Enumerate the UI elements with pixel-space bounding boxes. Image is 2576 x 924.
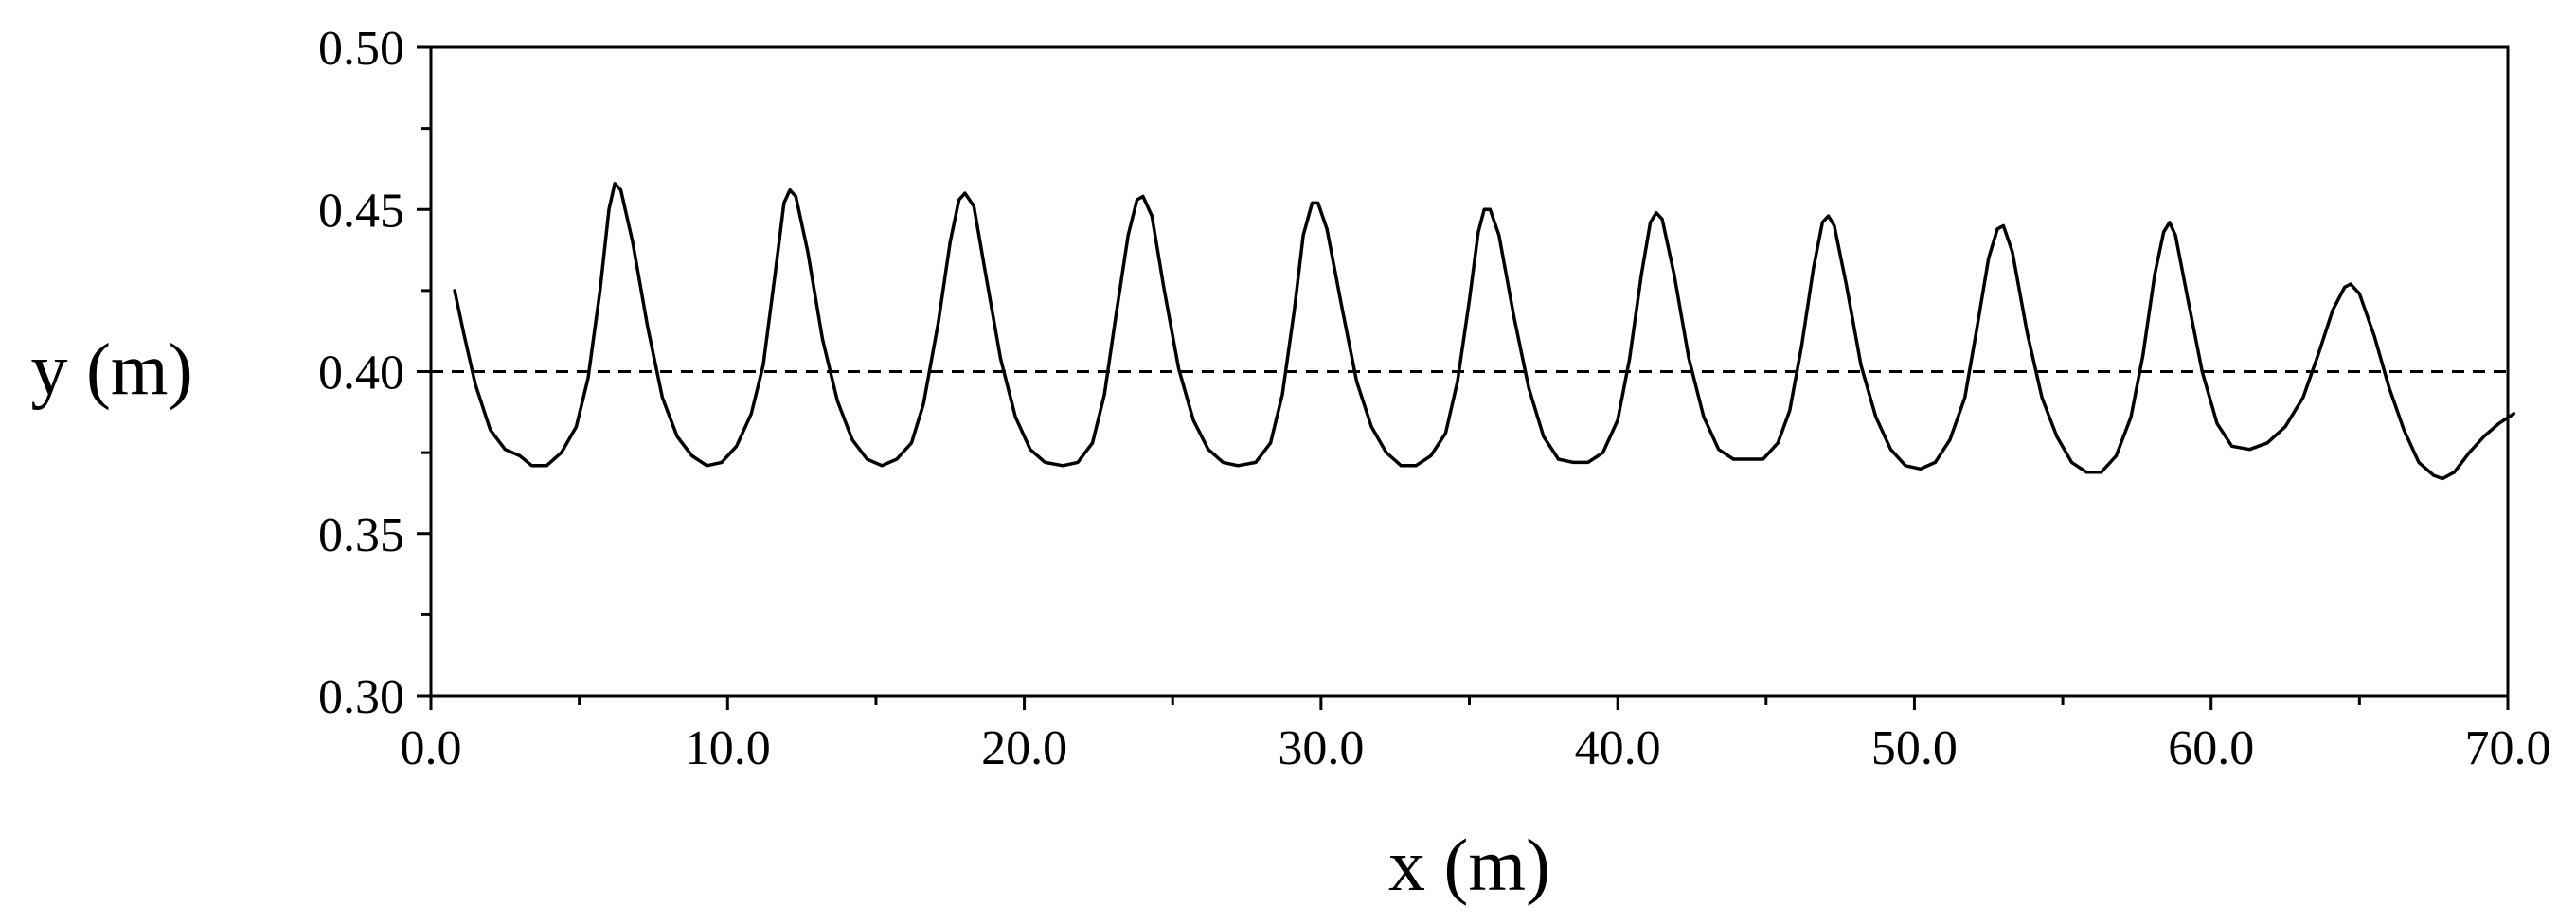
x-tick-label: 30.0: [1278, 721, 1364, 775]
plot-border: [429, 45, 2510, 698]
y-tick-label: 0.35: [318, 508, 404, 562]
x-tick-label: 40.0: [1575, 721, 1661, 775]
x-tick-label: 10.0: [685, 721, 771, 775]
x-axis-title: x (m): [1388, 824, 1550, 906]
x-tick-label: 0.0: [401, 721, 462, 775]
y-axis-title: y (m): [30, 329, 192, 411]
y-tick-label: 0.30: [318, 670, 404, 724]
y-tick-label: 0.50: [318, 22, 404, 76]
y-tick-label: 0.45: [318, 184, 404, 238]
plot-frame: [429, 45, 2510, 698]
ticks-layer: [417, 45, 2510, 710]
tick-labels-layer: 0.0 10.0 20.0 30.0 40.0 50.0 60.0 70.0 0.30 0.35 0…: [318, 22, 2551, 775]
x-tick-label: 50.0: [1871, 721, 1958, 775]
x-tick-label: 20.0: [981, 721, 1067, 775]
x-tick-label: 60.0: [2168, 721, 2254, 775]
x-tick-label: 70.0: [2465, 721, 2551, 775]
series-layer: [453, 182, 2516, 481]
y-tick-label: 0.40: [318, 346, 404, 400]
series-line-1: [453, 182, 2516, 481]
